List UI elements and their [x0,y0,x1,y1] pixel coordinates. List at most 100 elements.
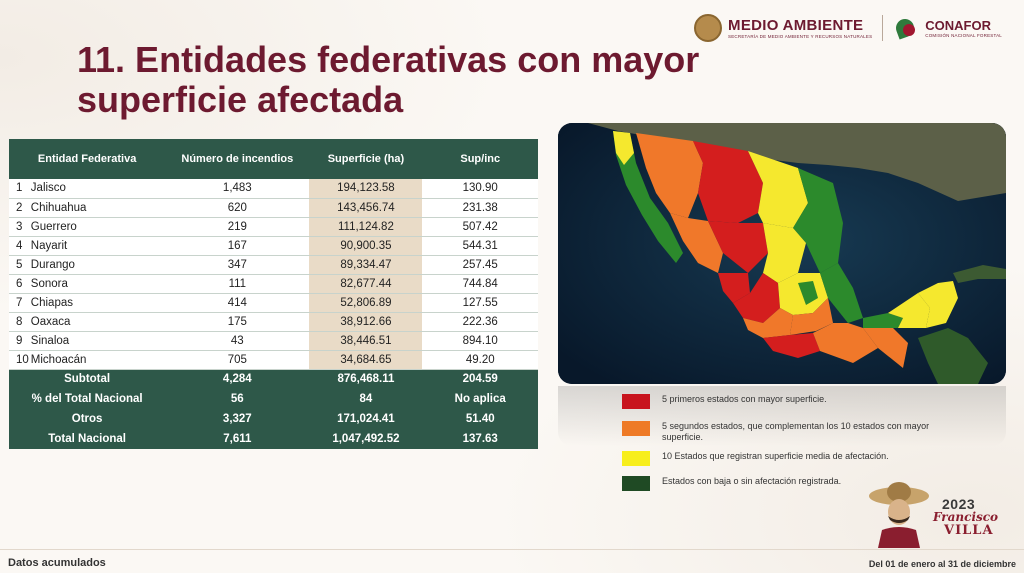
row-superficie: 90,900.35 [309,236,423,256]
legend-swatch [622,476,650,491]
row-sup-inc: 49.20 [422,350,538,370]
row-superficie: 38,446.51 [309,331,423,351]
row-superficie: 111,124.82 [309,217,423,237]
logo-divider [882,15,884,41]
row-incendios: 620 [165,198,310,218]
yucatan-region [918,281,958,328]
oaxaca-region [813,323,878,363]
table-row: 7 Chiapas 414 52,806.89 127.55 [9,293,538,313]
summary-incendios: 7,611 [165,429,310,449]
table-row: 2 Chihuahua 620 143,456.74 231.38 [9,198,538,218]
summary-incendios: 3,327 [165,409,310,429]
conafor-name: CONAFOR [925,18,991,33]
medio-ambiente-logo: MEDIO AMBIENTE SECRETARÍA DE MEDIO AMBIE… [694,14,872,42]
row-sup-inc: 894.10 [422,331,538,351]
row-rank: 6 [9,274,29,294]
legend-swatch [622,421,650,436]
row-sup-inc: 130.90 [422,179,538,199]
row-incendios: 167 [165,236,310,256]
row-entidad: Chiapas [28,293,166,313]
mexico-affected-states-map [558,123,1006,384]
table-row: 8 Oaxaca 175 38,912.66 222.36 [9,312,538,332]
row-superficie: 34,684.65 [309,350,423,370]
summary-superficie: 876,468.11 [309,369,423,389]
row-sup-inc: 222.36 [422,312,538,332]
baja-north-region [613,131,634,165]
campeche-region [888,293,930,328]
row-entidad: Chihuahua [28,198,166,218]
row-sup-inc: 231.38 [422,198,538,218]
row-entidad: Sinaloa [28,331,166,351]
footer-divider [0,549,1024,550]
row-entidad: Guerrero [28,217,166,237]
legend-swatch [622,451,650,466]
summary-sup-inc: 51.40 [422,409,538,429]
row-entidad: Durango [28,255,166,275]
summary-label: % del Total Nacional [9,389,166,409]
badge-year: 2023 [942,496,976,512]
row-incendios: 175 [165,312,310,332]
francisco-villa-portrait-icon [869,482,929,548]
central-south-region [790,298,833,335]
guerrero-region [763,333,820,358]
medio-ambiente-subtitle: SECRETARÍA DE MEDIO AMBIENTE Y RECURSOS … [728,34,873,39]
conafor-leaf-icon [893,15,919,41]
row-incendios: 705 [165,350,310,370]
summary-label: Subtotal [9,369,166,389]
veracruz-region [820,263,863,323]
header-entidad: Entidad Federativa [9,139,166,179]
summary-label: Total Nacional [9,429,166,449]
central-north-region [763,223,806,283]
durango-region [708,221,768,273]
michoacan-region [743,308,793,338]
map-svg [558,123,1006,384]
medio-ambiente-name: MEDIO AMBIENTE [728,17,864,34]
row-entidad: Nayarit [28,236,166,256]
row-rank: 10 [9,350,29,370]
tabasco-region [863,313,903,328]
summary-superficie: 171,024.41 [309,409,423,429]
sinaloa-region [670,213,723,273]
table-row: 3 Guerrero 219 111,124.82 507.42 [9,217,538,237]
table-row: 6 Sonora 111 82,677.44 744.84 [9,274,538,294]
row-incendios: 111 [165,274,310,294]
coahuila-region [748,151,808,228]
northeast-region [793,168,843,273]
legend-item: 5 primeros estados con mayor superficie. [622,394,952,409]
legend-swatch [622,394,650,409]
header-superficie: Superficie (ha) [309,139,423,179]
summary-row: Subtotal 4,284 876,468.11 204.59 [9,369,538,389]
footer-date-range: Del 01 de enero al 31 de diciembre [868,559,1016,569]
table-row: 10 Michoacán 705 34,684.65 49.20 [9,350,538,370]
row-entidad: Jalisco [28,179,166,199]
conafor-subtitle: COMISIÓN NACIONAL FORESTAL [925,33,1002,38]
row-entidad: Michoacán [28,350,166,370]
baja-california-region [613,131,683,263]
row-incendios: 414 [165,293,310,313]
summary-superficie: 1,047,492.52 [309,429,423,449]
row-sup-inc: 744.84 [422,274,538,294]
legend-label: 10 Estados que registran superficie medi… [662,451,889,461]
row-superficie: 82,677.44 [309,274,423,294]
row-superficie: 89,334.47 [309,255,423,275]
legend-item: Estados con baja o sin afectación regist… [622,476,952,491]
row-incendios: 347 [165,255,310,275]
nayarit-region [718,273,750,303]
table-row: 5 Durango 347 89,334.47 257.45 [9,255,538,275]
row-sup-inc: 507.42 [422,217,538,237]
row-rank: 3 [9,217,29,237]
usa-landmass [558,123,1006,201]
table-row: 9 Sinaloa 43 38,446.51 894.10 [9,331,538,351]
legend-item: 5 segundos estados, que complementan los… [622,421,952,443]
row-rank: 7 [9,293,29,313]
national-seal-icon [694,14,723,42]
header-logos: MEDIO AMBIENTE SECRETARÍA DE MEDIO AMBIE… [694,14,1002,42]
page-title: 11. Entidades federativas con mayor supe… [77,39,700,120]
row-incendios: 43 [165,331,310,351]
row-incendios: 1,483 [165,179,310,199]
row-sup-inc: 257.45 [422,255,538,275]
francisco-villa-badge: 2023 Francisco VILLA [860,478,1016,550]
row-superficie: 52,806.89 [309,293,423,313]
row-superficie: 194,123.58 [309,179,423,199]
footer-note: Datos acumulados [8,557,106,569]
